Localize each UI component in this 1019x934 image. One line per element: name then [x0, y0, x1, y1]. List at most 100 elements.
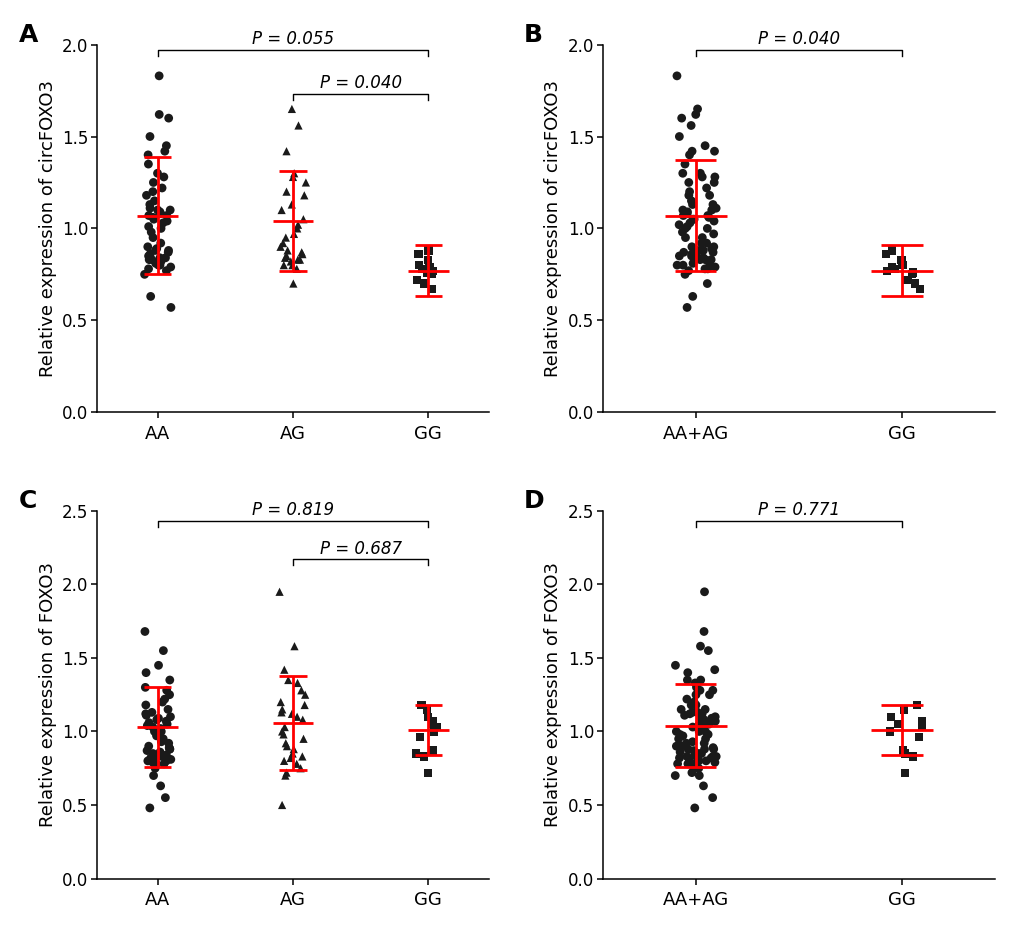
- Point: [280, 672, 297, 687]
- Point: [703, 203, 719, 218]
- Point: [683, 239, 699, 254]
- Point: [144, 252, 160, 267]
- Point: [150, 203, 166, 218]
- Point: [160, 736, 176, 751]
- Point: [678, 692, 694, 707]
- Point: [146, 212, 162, 227]
- Point: [707, 201, 723, 216]
- Point: [297, 687, 313, 702]
- Point: [693, 746, 709, 761]
- Point: [693, 713, 709, 728]
- Point: [274, 724, 290, 739]
- Point: [895, 702, 911, 717]
- Point: [148, 757, 164, 771]
- Y-axis label: Relative expression of circFOXO3: Relative expression of circFOXO3: [544, 80, 561, 377]
- Point: [142, 129, 158, 144]
- Point: [141, 208, 157, 223]
- Point: [701, 188, 717, 203]
- Point: [276, 662, 292, 677]
- Point: [690, 761, 706, 776]
- Point: [684, 705, 700, 720]
- Point: [153, 221, 169, 236]
- Point: [705, 214, 721, 229]
- Point: [428, 719, 444, 734]
- Point: [681, 706, 697, 721]
- Point: [141, 262, 157, 276]
- Point: [704, 740, 720, 755]
- Point: [273, 203, 289, 218]
- Point: [160, 110, 176, 125]
- Point: [889, 716, 905, 731]
- Point: [911, 281, 927, 296]
- Point: [272, 239, 288, 254]
- Point: [881, 724, 898, 739]
- Point: [688, 680, 704, 695]
- Point: [139, 718, 155, 733]
- Point: [409, 273, 425, 288]
- Point: [411, 258, 427, 273]
- Point: [680, 188, 696, 203]
- Point: [705, 175, 721, 190]
- Point: [883, 243, 900, 258]
- Point: [148, 256, 164, 271]
- Point: [149, 241, 165, 256]
- Point: [137, 624, 153, 639]
- Point: [161, 742, 177, 757]
- Point: [410, 247, 426, 262]
- Point: [160, 245, 176, 260]
- Point: [145, 230, 161, 245]
- Point: [695, 624, 711, 639]
- Point: [680, 742, 696, 757]
- Point: [155, 644, 171, 658]
- Point: [677, 230, 693, 245]
- Point: [276, 719, 292, 734]
- Point: [706, 169, 722, 184]
- Point: [696, 138, 712, 153]
- Text: P = 0.687: P = 0.687: [319, 540, 401, 558]
- Point: [668, 258, 685, 273]
- Point: [145, 184, 161, 199]
- Point: [278, 184, 294, 199]
- Point: [693, 169, 709, 184]
- Point: [282, 254, 299, 269]
- Point: [288, 757, 305, 771]
- Point: [684, 212, 700, 227]
- Point: [882, 260, 899, 275]
- Point: [688, 243, 704, 258]
- Point: [149, 166, 165, 181]
- Point: [683, 118, 699, 133]
- Point: [271, 585, 287, 600]
- Point: [685, 761, 701, 776]
- Point: [683, 765, 699, 780]
- Point: [141, 715, 157, 730]
- Point: [913, 714, 929, 729]
- Point: [899, 273, 915, 288]
- Point: [687, 687, 703, 702]
- Point: [137, 267, 153, 282]
- Point: [908, 698, 924, 713]
- Point: [413, 698, 429, 713]
- Point: [704, 790, 720, 805]
- Point: [698, 221, 714, 236]
- Point: [284, 258, 301, 273]
- Point: [666, 658, 683, 672]
- Point: [675, 729, 691, 743]
- Point: [673, 702, 689, 717]
- Point: [681, 148, 697, 163]
- Point: [424, 267, 440, 282]
- Point: [158, 208, 174, 223]
- Point: [152, 258, 168, 273]
- Point: [698, 235, 714, 250]
- Point: [695, 736, 711, 751]
- Point: [677, 157, 693, 172]
- Point: [697, 252, 713, 267]
- Point: [296, 731, 312, 746]
- Point: [156, 757, 172, 771]
- Point: [283, 706, 300, 721]
- Point: [414, 262, 430, 276]
- Text: P = 0.040: P = 0.040: [319, 75, 401, 92]
- Point: [161, 672, 177, 687]
- Point: [162, 742, 178, 757]
- Point: [683, 248, 699, 263]
- Point: [140, 239, 156, 254]
